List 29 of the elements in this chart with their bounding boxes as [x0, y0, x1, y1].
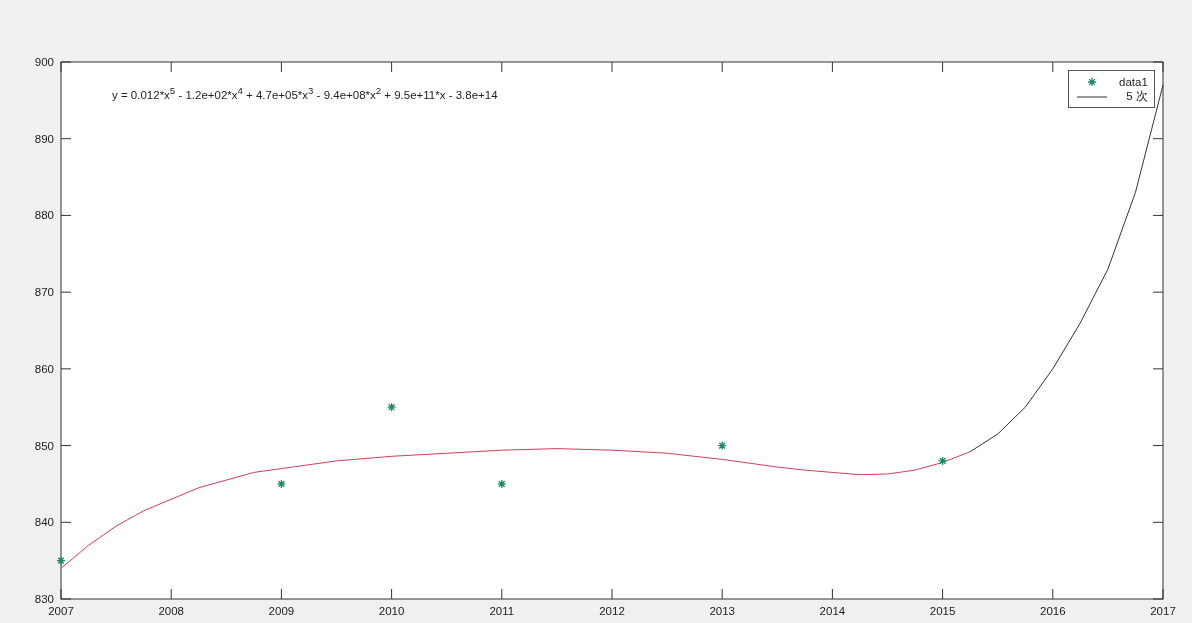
y-tick-label: 870 — [34, 286, 54, 299]
x-tick-label: 2014 — [819, 605, 846, 617]
line-series — [60, 448, 971, 569]
point — [717, 440, 727, 451]
y-tick-label: 860 — [34, 362, 54, 375]
x-tick-label: 2009 — [268, 605, 295, 617]
x-tick-label: 2013 — [709, 605, 735, 617]
point — [56, 555, 66, 566]
y-tick-label: 830 — [34, 593, 54, 605]
legend-label: data1 — [1119, 75, 1148, 88]
point — [276, 479, 287, 489]
x-tick-label: 2012 — [599, 605, 625, 617]
x-tick-label: 2011 — [489, 605, 515, 617]
x-tick-label: 2008 — [158, 605, 184, 617]
x-tick-label: 2016 — [1040, 605, 1066, 617]
y-tick-label: 900 — [34, 56, 54, 68]
point — [497, 479, 507, 489]
x-tick-label: 2007 — [48, 605, 74, 617]
y-tick-label: 890 — [34, 132, 54, 145]
y-tick-label: 850 — [34, 439, 54, 452]
point — [386, 402, 397, 412]
y-tick-label: 840 — [34, 516, 54, 529]
text: y = 0.012*x$^{5}$ - 1.2e+02*x$^{4}$ + 4.7e+05*x$^{3}$ - 9.4e+08*x$^{2}$ + 9.5e+11*x - 3.8e+14 — [112, 85, 498, 101]
legend-label: 5 次 — [1126, 89, 1148, 104]
y-tick-label: 880 — [34, 209, 54, 222]
x-tick-label: 2017 — [1150, 605, 1176, 617]
x-tick-label: 2010 — [378, 605, 405, 617]
x-tick-label: 2015 — [929, 605, 956, 617]
point — [937, 456, 948, 466]
